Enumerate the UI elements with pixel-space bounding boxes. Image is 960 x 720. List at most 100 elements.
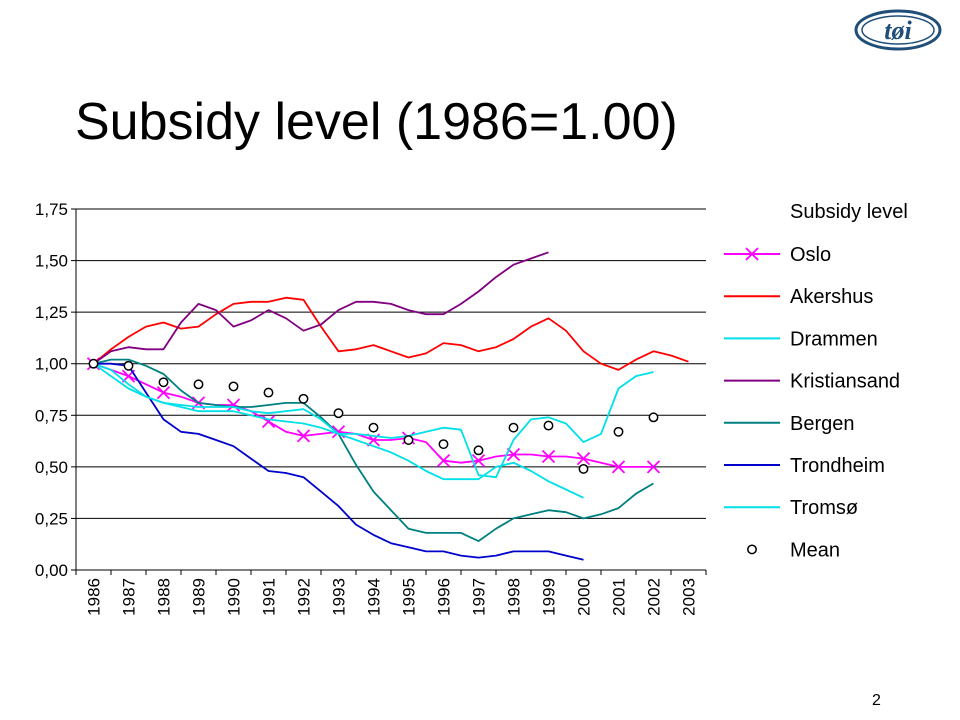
series-line — [93, 358, 654, 542]
data-point — [193, 379, 204, 390]
data-point — [333, 408, 344, 419]
y-tick-label: 1,00 — [35, 355, 68, 374]
x-tick-label: 1986 — [85, 578, 104, 616]
series-trondheim — [93, 362, 584, 561]
series-tromsø — [93, 362, 654, 479]
data-point — [298, 393, 309, 404]
data-point — [436, 454, 451, 468]
marker-stroke — [576, 451, 591, 466]
y-tick-label: 1,25 — [35, 303, 68, 322]
y-tick-label: 1,50 — [35, 252, 68, 271]
x-tick-label: 1987 — [120, 578, 139, 616]
data-point — [368, 422, 379, 433]
legend-title: Subsidy level — [790, 201, 908, 223]
data-point — [438, 439, 449, 450]
x-tick-label: 1993 — [330, 578, 349, 616]
series-kristiansand — [92, 251, 549, 365]
y-tick-label: 0,75 — [35, 406, 68, 425]
x-tick-label: 2000 — [575, 578, 594, 616]
data-point — [403, 435, 414, 445]
marker-stroke — [296, 429, 311, 443]
legend-label: Bergen — [790, 413, 855, 435]
legend-item: Kristiansand — [724, 371, 900, 393]
data-point — [88, 358, 99, 369]
y-tick-label: 0,25 — [35, 509, 68, 528]
data-point — [613, 426, 624, 437]
data-point — [648, 412, 659, 423]
data-point — [646, 460, 661, 474]
legend-label: Tromsø — [790, 497, 858, 519]
legend-item: Mean — [747, 539, 840, 561]
marker-stroke — [261, 414, 276, 429]
data-point — [261, 414, 276, 429]
x-tick-label: 2002 — [645, 578, 664, 616]
series-mean — [88, 358, 659, 474]
data-point — [296, 429, 311, 443]
series-line — [93, 362, 584, 561]
series-line — [92, 296, 689, 371]
data-point — [578, 463, 589, 474]
legend-item: Trondheim — [724, 455, 885, 477]
legend: Subsidy level Oslo Akershus Drammen Kristian… — [724, 201, 908, 561]
data-point — [541, 449, 556, 464]
series-line — [93, 362, 654, 479]
y-tick-label: 0,50 — [35, 458, 68, 477]
data-point — [228, 381, 239, 392]
x-tick-label: 1997 — [470, 578, 489, 616]
data-point — [576, 451, 591, 466]
legend-item: Bergen — [724, 413, 855, 435]
data-point — [226, 398, 241, 412]
x-tick-label: 1988 — [155, 578, 174, 616]
series-akershus — [92, 296, 689, 371]
y-tick-label: 0,00 — [35, 561, 68, 580]
marker-stroke — [646, 460, 661, 474]
legend-item: Tromsø — [724, 497, 858, 519]
data-point — [611, 460, 626, 474]
y-tick-label: 1,75 — [35, 200, 68, 219]
legend-label: Drammen — [790, 328, 878, 350]
x-tick-label: 1996 — [435, 578, 454, 616]
marker-stroke — [156, 385, 171, 400]
legend-label: Trondheim — [790, 455, 885, 477]
x-tick-label: 1990 — [225, 578, 244, 616]
series-line — [92, 251, 549, 365]
logo-text: tøi — [884, 16, 912, 45]
x-tick-label: 1994 — [365, 578, 384, 616]
series-bergen — [93, 358, 654, 542]
x-tick-label: 1992 — [295, 578, 314, 616]
plot-area: 0,00 0,25 0,50 0,75 1,00 1,25 1,50 1,75 1986 1987… — [35, 200, 707, 616]
x-tick-label: 1999 — [540, 578, 559, 616]
x-tick-label: 1998 — [505, 578, 524, 616]
data-point — [158, 377, 169, 388]
legend-label: Kristiansand — [790, 371, 900, 393]
data-point — [543, 420, 554, 431]
legend-label: Mean — [790, 539, 840, 561]
slide-title: Subsidy level (1986=1.00) — [75, 93, 678, 151]
data-point — [156, 385, 171, 400]
x-tick-label: 1991 — [260, 578, 279, 616]
x-tick-label: 2001 — [610, 578, 629, 616]
legend-marker — [747, 544, 757, 555]
legend-label: Oslo — [790, 244, 831, 266]
marker-stroke — [611, 460, 626, 474]
x-tick-label: 1995 — [400, 578, 419, 616]
toi-logo: tøi — [852, 8, 944, 52]
marker-stroke — [506, 447, 521, 462]
data-point — [473, 445, 484, 456]
data-point — [508, 422, 519, 433]
marker-stroke — [226, 398, 241, 412]
marker-stroke — [331, 425, 346, 439]
data-point — [123, 360, 134, 371]
marker-stroke — [541, 449, 556, 464]
legend-label: Akershus — [790, 286, 873, 308]
page-number: 2 — [872, 692, 881, 709]
marker-stroke — [436, 454, 451, 468]
x-tick-label: 2003 — [680, 578, 699, 616]
data-point — [263, 387, 274, 398]
x-tick-label: 1989 — [190, 578, 209, 616]
legend-item: Oslo — [724, 244, 831, 266]
legend-item: Drammen — [724, 328, 878, 350]
legend-item: Akershus — [724, 286, 873, 308]
legend-marker — [745, 247, 759, 261]
